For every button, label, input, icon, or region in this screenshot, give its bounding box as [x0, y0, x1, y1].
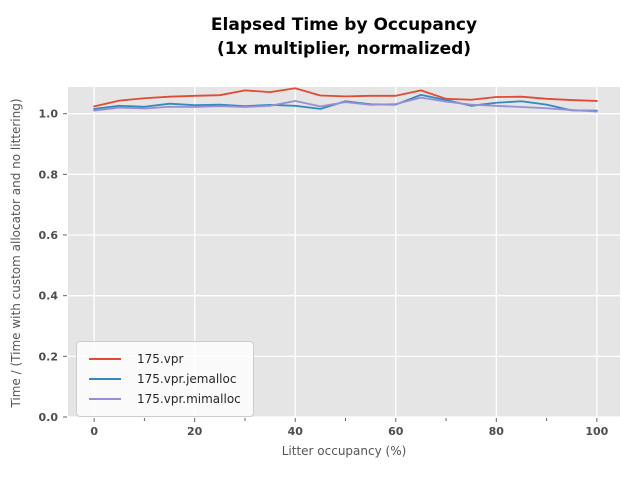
- chart-title: Elapsed Time by Occupancy (1x multiplier…: [24, 13, 640, 61]
- legend-item: 175.vpr: [89, 349, 243, 369]
- legend: 175.vpr 175.vpr.jemalloc 175.vpr.mimallo…: [76, 341, 254, 417]
- legend-line-swatch: [89, 398, 121, 400]
- y-tick-label: 0.4: [39, 290, 59, 303]
- legend-label: 175.vpr.jemalloc: [137, 372, 237, 386]
- x-tick-label: 20: [187, 425, 203, 438]
- series-line-175.vpr.mimalloc: [93, 96, 598, 113]
- chart-title-line2: (1x multiplier, normalized): [216, 39, 472, 59]
- x-tick-label: 100: [585, 425, 608, 438]
- legend-label: 175.vpr: [137, 352, 184, 366]
- legend-line-swatch: [89, 378, 121, 380]
- y-tick-label: 1.0: [39, 108, 59, 121]
- x-axis-label: Litter occupancy (%): [281, 444, 407, 458]
- legend-item: 175.vpr.mimalloc: [89, 389, 243, 409]
- legend-item: 175.vpr.jemalloc: [89, 369, 243, 389]
- legend-label: 175.vpr.mimalloc: [137, 392, 241, 406]
- series-line-175.vpr.jemalloc: [93, 93, 598, 112]
- chart-title-line1: Elapsed Time by Occupancy: [210, 15, 478, 35]
- x-tick-label: 60: [388, 425, 404, 438]
- legend-line-swatch: [89, 358, 121, 360]
- y-tick-label: 0.2: [39, 350, 59, 363]
- series-line-175.vpr: [93, 87, 598, 108]
- x-tick-label: 40: [288, 425, 304, 438]
- y-tick-label: 0.8: [39, 168, 59, 181]
- x-tick-label: 0: [90, 425, 98, 438]
- y-tick-label: 0.0: [39, 411, 59, 424]
- x-tick-label: 80: [489, 425, 505, 438]
- y-tick-label: 0.6: [39, 229, 59, 242]
- y-axis-label: Time / (Time with custom allocator and n…: [9, 98, 23, 408]
